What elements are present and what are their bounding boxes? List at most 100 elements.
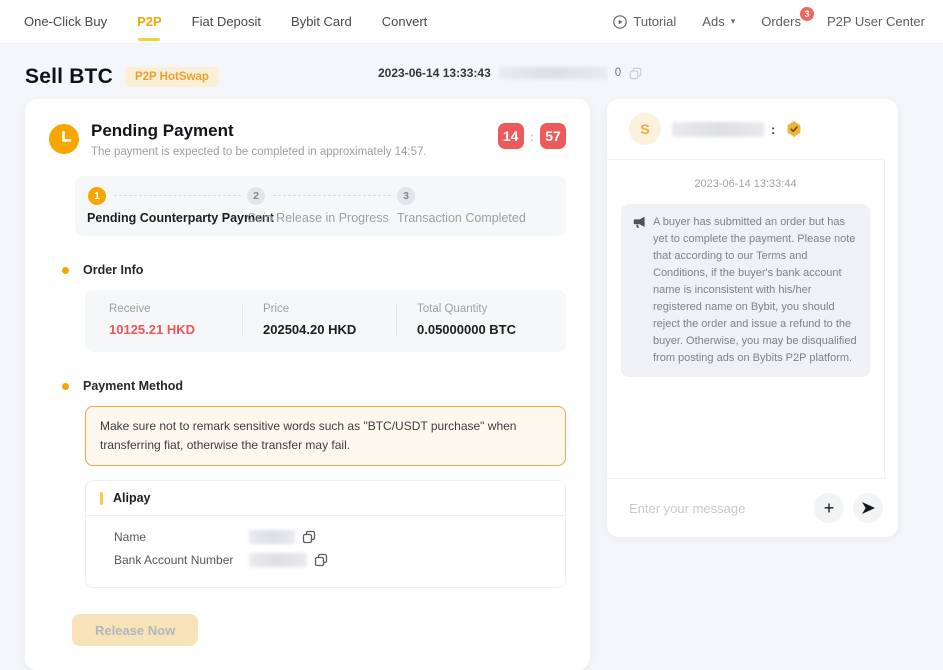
payee-name-value: [249, 530, 316, 545]
active-tab-underline: [138, 38, 161, 41]
payment-method-body: Make sure not to remark sensitive words …: [85, 406, 566, 589]
system-message-bubble: A buyer has submitted an order but has y…: [621, 204, 870, 378]
pending-payment-header: Pending Payment The payment is expected …: [49, 121, 566, 158]
order-meta: 2023-06-14 13:33:43 0: [378, 66, 642, 80]
chevron-down-icon: ▾: [730, 16, 736, 26]
payee-name-redacted: [249, 530, 295, 545]
order-info-body: Receive 10125.21 HKD Price 202504.20 HKD…: [85, 290, 566, 352]
copy-order-number-button[interactable]: [629, 67, 642, 80]
accent-bar: [100, 491, 103, 505]
payment-method-name: Alipay: [113, 491, 151, 506]
total-quantity-field: Total Quantity 0.05000000 BTC: [396, 303, 550, 337]
tutorial-label: Tutorial: [633, 14, 677, 29]
megaphone-icon: [633, 216, 646, 367]
orders-count-badge: 3: [799, 7, 814, 21]
verified-badge-icon: [787, 121, 801, 137]
ads-dropdown[interactable]: Ads ▾: [702, 14, 735, 29]
send-message-button[interactable]: [853, 493, 883, 523]
order-info-section: Order Info Receive 10125.21 HKD Price 20…: [62, 263, 566, 352]
copy-payee-name-button[interactable]: [302, 530, 316, 544]
nav-label: Fiat Deposit: [191, 14, 262, 29]
copy-icon: [314, 554, 328, 567]
receive-label: Receive: [109, 303, 151, 315]
nav-tabs: One-Click Buy P2P Fiat Deposit Bybit Car…: [24, 0, 427, 44]
copy-bank-account-button[interactable]: [314, 553, 328, 567]
step-connector: [114, 195, 241, 196]
payment-method-card: Alipay Name: [85, 480, 566, 589]
bank-account-value: [249, 553, 328, 568]
nav-convert[interactable]: Convert: [382, 0, 428, 44]
nav-label: Convert: [381, 14, 428, 29]
chat-input-row: +: [607, 479, 898, 537]
counterparty-name-suffix: :: [771, 121, 776, 137]
status-description: The payment is expected to be completed …: [91, 146, 427, 158]
remark-warning: Make sure not to remark sensitive words …: [85, 406, 566, 467]
order-created-time: 2023-06-14 13:33:43: [378, 66, 491, 80]
timer-seconds: 57: [540, 123, 566, 149]
step-2-circle: 2: [247, 187, 265, 205]
chat-header: S :: [607, 99, 898, 159]
nav-label: Bybit Card: [291, 14, 352, 29]
timer-minutes: 14: [497, 123, 524, 149]
play-circle-icon: [613, 14, 628, 29]
chat-date: 2023-06-14 13:33:44: [694, 178, 797, 190]
bank-account-redacted: [249, 553, 307, 568]
section-bullet-icon: [62, 266, 69, 274]
step-connector: [273, 195, 391, 196]
receive-value: 10125.21 HKD: [109, 322, 195, 337]
send-icon: [861, 502, 875, 514]
release-now-button[interactable]: Release Now: [72, 614, 199, 647]
payment-method-card-header: Alipay: [86, 481, 565, 517]
user-center-label: P2P User Center: [826, 14, 925, 29]
nav-fiat-deposit[interactable]: Fiat Deposit: [192, 0, 261, 44]
page-title: Sell BTC: [25, 65, 113, 88]
order-number-redacted: [498, 67, 607, 79]
order-number-suffix: 0: [614, 67, 622, 79]
nav-utilities: Tutorial Ads ▾ Orders 3 P2P User Center: [613, 7, 925, 29]
order-info-box: Receive 10125.21 HKD Price 202504.20 HKD…: [85, 290, 566, 352]
tutorial-link[interactable]: Tutorial: [613, 14, 676, 29]
receive-field: Receive 10125.21 HKD: [109, 303, 242, 337]
price-value: 202504.20 HKD: [263, 322, 357, 337]
order-panel: Pending Payment The payment is expected …: [25, 99, 590, 670]
bank-account-row: Bank Account Number: [114, 553, 551, 568]
main-content: Pending Payment The payment is expected …: [0, 99, 943, 670]
payment-method-section: Payment Method Make sure not to remark s…: [62, 379, 566, 589]
orders-label: Orders: [761, 14, 801, 29]
nav-one-click-buy[interactable]: One-Click Buy: [24, 0, 107, 44]
orders-link[interactable]: Orders 3: [761, 7, 814, 29]
p2p-user-center-link[interactable]: P2P User Center: [827, 14, 925, 29]
step-3-label: Transaction Completed: [397, 211, 526, 225]
counterparty-avatar: S: [629, 113, 661, 145]
attach-button[interactable]: +: [814, 493, 844, 523]
total-quantity-value: 0.05000000 BTC: [417, 322, 517, 337]
total-quantity-label: Total Quantity: [417, 303, 488, 315]
top-nav: One-Click Buy P2P Fiat Deposit Bybit Car…: [0, 0, 943, 44]
payee-details: Name Bank Account Number: [86, 516, 565, 587]
status-title: Pending Payment: [91, 121, 234, 140]
price-label: Price: [263, 303, 290, 315]
countdown-timer: 14 : 57: [497, 123, 566, 149]
nav-bybit-card[interactable]: Bybit Card: [291, 0, 352, 44]
order-info-heading: Order Info: [83, 263, 144, 277]
bank-account-label: Bank Account Number: [114, 553, 234, 568]
chat-message-input[interactable]: [629, 500, 805, 516]
section-bullet-icon: [62, 382, 69, 390]
order-info-heading-row: Order Info: [62, 263, 566, 277]
payment-method-heading-row: Payment Method: [62, 379, 566, 393]
page-header: Sell BTC P2P HotSwap 2023-06-14 13:33:43…: [0, 44, 943, 94]
nav-label: P2P: [137, 14, 162, 29]
payment-method-heading: Payment Method: [83, 379, 184, 393]
copy-icon: [629, 67, 642, 79]
step-2-label: Coin Release in Progress: [247, 211, 389, 225]
nav-label: One-Click Buy: [24, 14, 108, 29]
plus-icon: +: [823, 498, 835, 518]
p2p-hotswap-badge: P2P HotSwap: [124, 67, 219, 87]
payee-name-row: Name: [114, 530, 551, 545]
counterparty-name-redacted: [672, 121, 764, 137]
nav-p2p[interactable]: P2P: [137, 0, 162, 44]
system-message-text: A buyer has submitted an order but has y…: [653, 216, 857, 365]
progress-steps: 1 2 3 Pending Counterparty Payment Coin …: [75, 176, 566, 236]
step-1-label: Pending Counterparty Payment: [87, 211, 274, 225]
chat-message-list[interactable]: 2023-06-14 13:33:44 A buyer has submitte…: [607, 159, 885, 479]
